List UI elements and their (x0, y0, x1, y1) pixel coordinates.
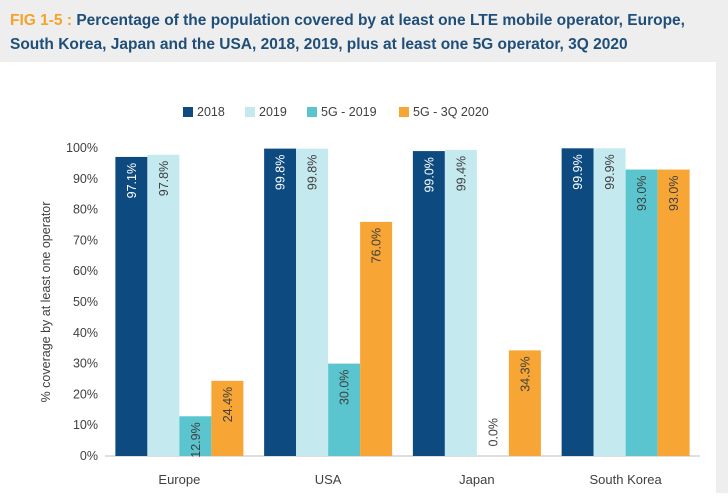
legend-label: 5G - 2019 (321, 105, 377, 119)
data-label: 99.0% (422, 157, 436, 192)
bar (444, 149, 477, 456)
x-category-label: South Korea (589, 472, 662, 487)
legend-swatch (307, 107, 317, 117)
y-tick-label: 90% (73, 172, 98, 186)
bar (147, 154, 180, 456)
data-label: 93.0% (667, 176, 681, 211)
bar (625, 169, 658, 456)
y-axis-label: % coverage by at least one operator (39, 202, 53, 403)
data-label: 97.8% (157, 161, 171, 196)
bar (360, 221, 393, 456)
bar (412, 151, 445, 456)
y-tick-label: 20% (73, 387, 98, 401)
bar (179, 416, 212, 456)
data-label: 30.0% (338, 370, 352, 405)
legend-label: 2018 (197, 105, 225, 119)
bar (508, 350, 541, 456)
y-tick-label: 40% (73, 326, 98, 340)
data-label: 34.3% (518, 356, 532, 391)
bar (561, 148, 594, 457)
right-margin-strip (716, 62, 728, 493)
x-category-label: Europe (158, 472, 200, 487)
data-label: 0.0% (486, 418, 500, 447)
data-label: 99.9% (603, 154, 617, 189)
bar (264, 148, 297, 456)
data-label: 99.8% (274, 155, 288, 190)
bar (296, 148, 329, 456)
data-label: 99.9% (571, 154, 585, 189)
y-tick-label: 30% (73, 357, 98, 371)
x-category-label: USA (315, 472, 342, 487)
y-tick-label: 0% (80, 449, 98, 463)
bar (657, 169, 690, 456)
bar (328, 363, 361, 456)
data-label: 93.0% (635, 176, 649, 211)
legend-swatch (399, 107, 409, 117)
legend-label: 2019 (259, 105, 287, 119)
chart-area: 0% 10% 20% 30% 40% 50% 60% 70% 80% 90% 100% % cover… (0, 62, 716, 493)
legend-swatch (245, 107, 255, 117)
data-label: 12.9% (189, 422, 203, 457)
legend-swatch (183, 107, 193, 117)
bar (593, 148, 626, 457)
bar-chart: 0% 10% 20% 30% 40% 50% 60% 70% 80% 90% 100% % cover… (39, 105, 700, 487)
data-label: 76.0% (370, 228, 384, 263)
title-text: Percentage of the population covered by … (10, 12, 685, 53)
chart-header: FIG 1-5 : Percentage of the population c… (0, 0, 728, 62)
data-label: 99.4% (454, 156, 468, 191)
chart-title: FIG 1-5 : Percentage of the population c… (10, 9, 722, 57)
y-tick-label: 100% (66, 141, 98, 155)
data-label: 97.1% (125, 163, 139, 198)
data-label: 99.8% (306, 155, 320, 190)
figure-label: FIG 1-5 : (10, 12, 73, 29)
bar (211, 380, 244, 456)
y-tick-label: 60% (73, 264, 98, 278)
y-tick-label: 70% (73, 233, 98, 247)
y-tick-label: 50% (73, 295, 98, 309)
bar (115, 156, 148, 456)
x-category-label: Japan (459, 472, 494, 487)
y-tick-label: 80% (73, 203, 98, 217)
data-label: 24.4% (221, 387, 235, 422)
y-tick-label: 10% (73, 418, 98, 432)
legend-label: 5G - 3Q 2020 (413, 105, 489, 119)
